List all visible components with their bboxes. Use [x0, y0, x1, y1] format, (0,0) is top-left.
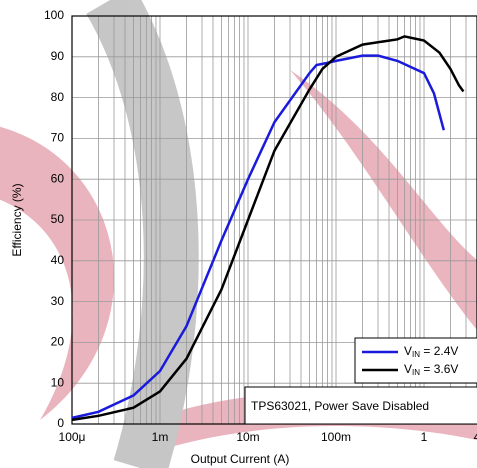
x-tick-label: 10m — [236, 430, 259, 444]
y-axis-label: Efficiency (%) — [10, 183, 24, 256]
watermark-shape — [290, 70, 477, 330]
y-tick-label: 40 — [51, 253, 65, 267]
y-tick-label: 20 — [51, 335, 65, 349]
legend-box — [354, 337, 477, 384]
x-tick-label: 1m — [152, 430, 169, 444]
watermark-shape — [0, 126, 115, 420]
x-tick-label: 100μ — [59, 430, 86, 444]
y-tick-label: 30 — [51, 294, 65, 308]
x-tick-label: 4 — [474, 430, 477, 444]
watermark-band — [86, 0, 199, 468]
x-axis-label: Output Current (A) — [191, 452, 290, 466]
y-tick-label: 70 — [51, 131, 65, 145]
y-tick-label: 10 — [51, 375, 65, 389]
series-line — [71, 54, 446, 420]
y-tick-label: 50 — [51, 212, 65, 226]
annotation-box — [244, 386, 477, 425]
y-tick-label: 80 — [51, 90, 65, 104]
legend-label: VIN = 3.6V — [404, 362, 458, 377]
y-tick-label: 100 — [44, 8, 64, 22]
annotation: TPS63021, Power Save Disabled — [251, 399, 429, 413]
x-tick-label: 1 — [421, 430, 428, 444]
legend-label: VIN = 2.4V — [404, 344, 458, 359]
y-tick-label: 0 — [57, 416, 64, 430]
series-line — [71, 35, 465, 422]
x-tick-label: 100m — [321, 430, 351, 444]
y-tick-label: 90 — [51, 49, 65, 63]
y-tick-label: 60 — [51, 171, 65, 185]
